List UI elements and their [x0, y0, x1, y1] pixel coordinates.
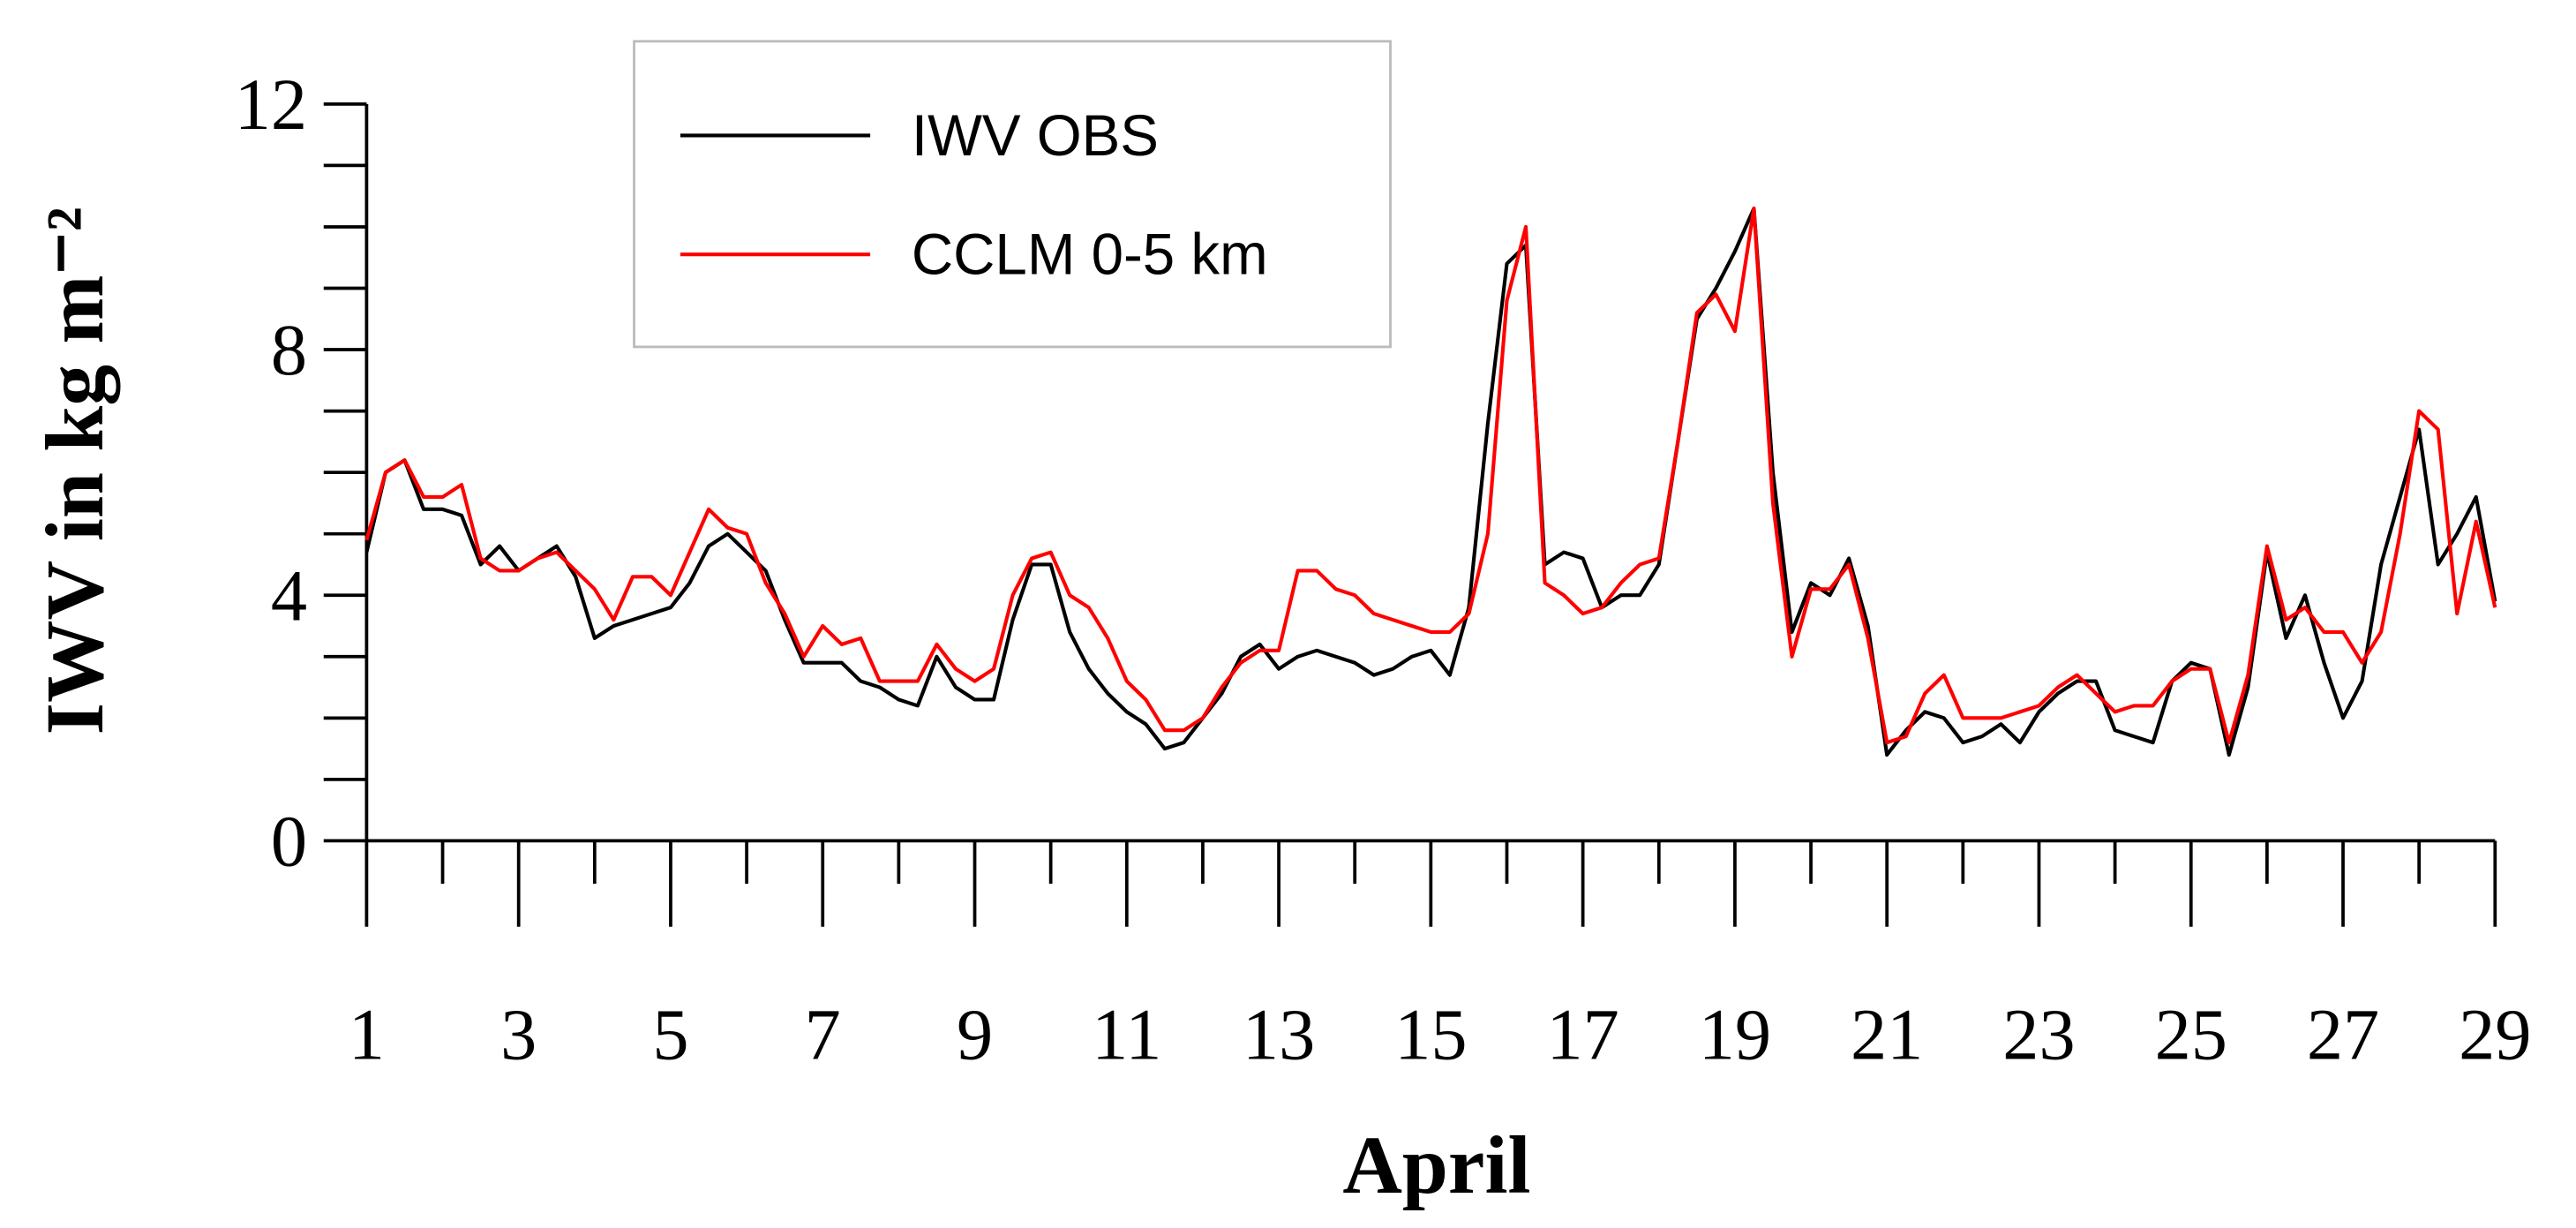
x-tick-label: 19: [1699, 994, 1771, 1074]
data-line: [364, 207, 2497, 757]
y-tick-label: 12: [235, 64, 307, 145]
x-tick-label: 7: [805, 994, 841, 1074]
x-tick-label: 25: [2155, 994, 2227, 1074]
x-tick-label: 3: [500, 994, 537, 1074]
legend-box: [633, 40, 1392, 349]
y-tick-label: 4: [271, 555, 307, 636]
y-tick-label: 8: [271, 310, 307, 390]
data-line: [364, 207, 2497, 745]
x-tick-label: 23: [2002, 994, 2075, 1074]
x-tick-label: 9: [957, 994, 993, 1074]
y-axis-title: IWV in kg m⁻²: [30, 207, 121, 735]
x-tick-label: 27: [2307, 994, 2379, 1074]
x-tick-label: 17: [1546, 994, 1618, 1074]
x-tick-label: 13: [1243, 994, 1315, 1074]
x-tick-label: 21: [1851, 994, 1923, 1074]
legend-label: CCLM 0-5 km: [912, 222, 1268, 287]
x-tick-label: 5: [652, 994, 688, 1074]
x-tick-label: 11: [1092, 994, 1161, 1074]
y-tick-label: 0: [271, 801, 307, 881]
legend: IWV OBS CCLM 0-5 km: [633, 40, 1392, 349]
legend-label: IWV OBS: [912, 103, 1159, 168]
x-tick-label: 15: [1394, 994, 1467, 1074]
x-tick-label: 29: [2459, 994, 2531, 1074]
x-tick-label: 1: [349, 994, 385, 1074]
x-axis-title: April: [1342, 1120, 1530, 1211]
